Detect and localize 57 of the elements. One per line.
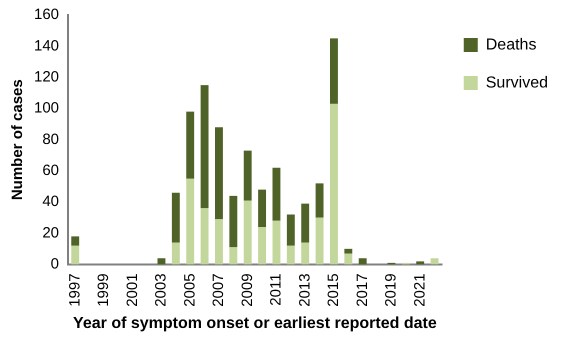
x-tick-label: 2017 — [354, 273, 371, 307]
x-axis-title: Year of symptom onset or earliest reported date — [73, 314, 437, 332]
x-tick-label: 2021 — [411, 273, 428, 307]
x-tick-label: 2019 — [382, 273, 400, 307]
x-tick-label: 2011 — [268, 273, 285, 306]
x-tick-label: 2009 — [238, 273, 256, 307]
y-tick-label: 20 — [42, 224, 60, 242]
bar — [258, 227, 266, 264]
x-tick-label: 2001 — [124, 273, 141, 307]
bar — [344, 254, 352, 264]
bar — [172, 242, 180, 264]
bar — [316, 183, 324, 218]
y-tick-label: 140 — [34, 37, 60, 54]
bar — [358, 258, 367, 264]
y-tick-label: 100 — [34, 100, 60, 117]
bar — [301, 204, 310, 243]
x-tick-label: 2013 — [296, 273, 314, 307]
x-tick-label: 2005 — [181, 273, 198, 307]
bar — [229, 247, 238, 264]
legend-label: Survived — [486, 74, 548, 92]
y-tick-label: 160 — [34, 6, 60, 24]
y-tick-label: 80 — [42, 130, 60, 148]
bar — [229, 196, 238, 248]
bar — [286, 214, 295, 246]
y-tick-label: 40 — [42, 193, 60, 210]
x-tick-label: 1997 — [66, 273, 84, 307]
bar — [200, 208, 209, 264]
bar — [330, 38, 338, 104]
bar — [272, 220, 280, 264]
x-tick-label: 2007 — [210, 273, 228, 307]
bar — [301, 242, 310, 264]
y-tick-label: 60 — [42, 162, 60, 180]
y-axis-title: Number of cases — [9, 79, 26, 200]
x-tick-label: 2003 — [152, 273, 170, 307]
x-tick-label: 2015 — [325, 273, 342, 307]
bar — [286, 246, 295, 264]
bar — [430, 258, 439, 264]
bar — [215, 219, 223, 264]
y-tick-label: 0 — [50, 256, 60, 273]
bar — [344, 248, 352, 254]
bar — [258, 190, 266, 228]
bar — [200, 85, 209, 208]
y-tick-label: 120 — [34, 68, 60, 86]
bar — [186, 112, 194, 179]
bar — [316, 218, 324, 264]
bar — [172, 192, 180, 243]
bar — [186, 178, 194, 264]
bar — [158, 258, 166, 264]
bar — [71, 236, 80, 246]
bar — [330, 104, 338, 264]
bar — [215, 127, 223, 220]
legend-label: Deaths — [486, 36, 536, 54]
bar — [272, 168, 280, 221]
bar — [244, 200, 252, 264]
bar — [71, 246, 80, 264]
x-tick-label: 1999 — [95, 273, 112, 307]
bar — [244, 150, 252, 201]
